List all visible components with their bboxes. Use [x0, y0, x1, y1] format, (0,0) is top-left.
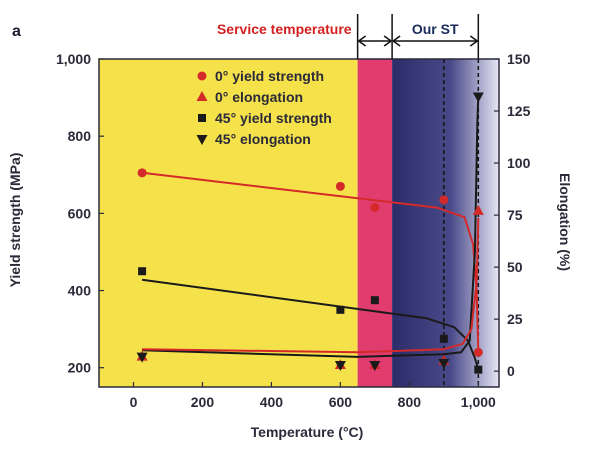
y-right-axis-label: Elongation (%) — [557, 173, 573, 271]
y-right-tick-label: 150 — [507, 51, 531, 67]
top-annotations: Service temperature Our ST — [217, 14, 480, 59]
trend-line-1 — [141, 278, 480, 370]
point-s2-3 — [439, 334, 448, 343]
point-s0-0 — [137, 168, 147, 178]
legend-marker-0 — [197, 71, 207, 81]
y-left-axis-ticks: 200 400 600 800 1,000 — [56, 51, 104, 376]
legend-marker-1 — [196, 91, 208, 101]
x-tick-label: 1,000 — [461, 394, 496, 410]
point-s2-4 — [474, 365, 483, 374]
x-tick-label: 400 — [260, 394, 284, 410]
service-arrow-left-head — [358, 35, 367, 47]
point-s0-2 — [370, 203, 380, 213]
x-tick-label: 0 — [130, 394, 138, 410]
trend-line-dotted-3 — [142, 217, 479, 353]
region-0 — [99, 59, 358, 387]
point-s0-4 — [473, 347, 483, 357]
legend-label-1: 0° elongation — [215, 89, 303, 105]
background-regions — [99, 59, 499, 387]
our-st-label: Our ST — [412, 21, 459, 37]
panel-label: a — [12, 23, 21, 40]
point-s2-1 — [336, 305, 345, 314]
point-s0-1 — [335, 181, 345, 191]
y-left-tick-label: 800 — [68, 128, 92, 144]
point-s1-4 — [472, 204, 484, 215]
point-s2-0 — [138, 267, 147, 276]
x-tick-label: 800 — [398, 394, 422, 410]
service-arrow-right-head — [383, 35, 392, 47]
y-left-tick-label: 400 — [68, 283, 92, 299]
region-1 — [357, 59, 393, 387]
data-markers — [136, 92, 484, 374]
point-s3-0 — [136, 352, 148, 363]
trend-line-0 — [141, 171, 480, 353]
point-s0-3 — [439, 195, 449, 205]
y-right-tick-label: 125 — [507, 103, 531, 119]
y-right-tick-label: 100 — [507, 155, 531, 171]
plot-frame — [98, 58, 500, 388]
x-tick-label: 200 — [191, 394, 215, 410]
point-s3-1 — [334, 360, 346, 371]
point-s3-3 — [438, 358, 450, 369]
y-right-tick-label: 0 — [507, 363, 515, 379]
y-right-tick-label: 75 — [507, 207, 523, 223]
y-left-tick-label: 600 — [68, 205, 92, 221]
legend-marker-3 — [196, 135, 208, 145]
point-s2-2 — [370, 296, 379, 305]
our-st-arrow-right-head — [469, 35, 478, 47]
our-st-arrow-left-head — [392, 35, 401, 47]
y-left-tick-label: 1,000 — [56, 51, 91, 67]
x-tick-label: 600 — [329, 394, 353, 410]
x-axis-ticks: 0 200 400 600 800 1,000 — [130, 382, 496, 410]
legend-label-2: 45° yield strength — [215, 110, 332, 126]
y-right-tick-label: 25 — [507, 311, 523, 327]
y-right-axis-ticks: 0 25 50 75 100 125 150 — [494, 51, 531, 379]
trend-lines — [141, 95, 480, 370]
legend-marker-2 — [198, 114, 206, 122]
y-left-axis-label: Yield strength (MPa) — [7, 153, 23, 288]
legend-label-3: 45° elongation — [215, 131, 311, 147]
service-temperature-label: Service temperature — [217, 21, 352, 37]
x-axis-label: Temperature (°C) — [251, 424, 364, 440]
point-s3-4 — [472, 92, 484, 103]
y-right-tick-label: 50 — [507, 259, 523, 275]
region-2 — [392, 59, 499, 387]
trend-line-dotted-2 — [142, 95, 479, 358]
legend: 0° yield strength 0° elongation 45° yield … — [196, 68, 332, 147]
point-s3-2 — [369, 360, 381, 371]
y-left-tick-label: 200 — [68, 360, 92, 376]
legend-label-0: 0° yield strength — [215, 68, 324, 84]
